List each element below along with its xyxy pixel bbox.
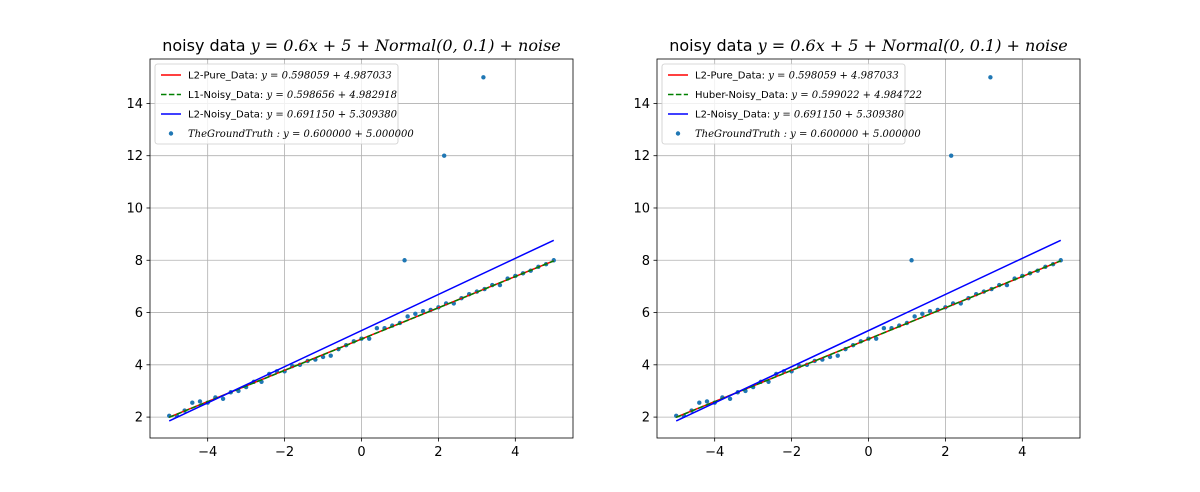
fit-line-2 [675, 260, 1062, 419]
data-point [413, 311, 418, 317]
data-point [420, 309, 426, 314]
y-tick-label: 10 [633, 201, 650, 216]
y-tick-label: 4 [135, 358, 143, 373]
chart-panel-1: −4 −2 0 2 4 2 4 6 8 10 12 14 noisy data y = 0.6x + 5… [126, 36, 574, 460]
data-point [988, 75, 993, 80]
data-point [920, 311, 925, 317]
legend-entry: TheGroundTruth : y = 0.600000 + 5.000000 [188, 129, 414, 140]
y-tick-label: 14 [633, 97, 650, 112]
x-tick-label: 0 [864, 445, 872, 460]
data-point [727, 396, 733, 401]
data-point [881, 326, 887, 331]
data-point [190, 400, 195, 405]
legend-box [661, 63, 906, 145]
legend-entry: L2-Noisy_Data: y = 0.691150 + 5.309380 [695, 110, 905, 121]
data-point [704, 399, 710, 404]
x-tick-label: −4 [705, 445, 724, 460]
data-point [909, 258, 914, 263]
data-point [328, 353, 333, 358]
data-point [927, 309, 933, 314]
x-tick-label: −4 [198, 445, 217, 460]
fit-line-2 [168, 260, 555, 419]
data-point [835, 353, 840, 358]
y-tick-label: 12 [126, 149, 143, 164]
x-tick-label: −2 [275, 445, 294, 460]
x-tick-label: 2 [434, 445, 442, 460]
y-tick-label: 14 [126, 97, 143, 112]
y-tick-label: 2 [642, 411, 650, 426]
legend-swatch-point [168, 131, 174, 136]
x-tick-label: 4 [1018, 445, 1026, 460]
legend: L2-Pure_Data: y = 0.598059 + 4.987033 L1-… [154, 63, 414, 145]
x-tick-label: 2 [941, 445, 949, 460]
legend-swatch-point [675, 131, 681, 136]
data-point [220, 396, 226, 401]
y-tick-label: 10 [126, 201, 143, 216]
x-tick-label: 0 [357, 445, 365, 460]
chart-panel-2: −4 −2 0 2 4 2 4 6 8 10 12 14 noisy data y = 0.6x + 5… [633, 36, 1081, 460]
fit-line-3 [168, 239, 555, 422]
y-tick-label: 12 [633, 149, 650, 164]
legend-entry: L2-Pure_Data: y = 0.598059 + 4.987033 [188, 71, 392, 82]
data-point [405, 314, 410, 319]
y-tick-label: 6 [135, 306, 143, 321]
y-tick-label: 8 [642, 254, 650, 269]
y-tick-label: 8 [135, 254, 143, 269]
data-point [948, 153, 954, 158]
legend-entry: L2-Pure_Data: y = 0.598059 + 4.987033 [695, 71, 899, 82]
data-point [481, 75, 486, 80]
line-series [168, 239, 555, 422]
data-point [697, 400, 702, 405]
y-tick-label: 2 [135, 411, 143, 426]
y-tick-label: 6 [642, 306, 650, 321]
x-tick-label: 4 [511, 445, 519, 460]
fit-line-3 [675, 239, 1062, 422]
data-point [912, 314, 917, 319]
x-tick-label: −2 [782, 445, 801, 460]
data-point [441, 153, 447, 158]
data-point [402, 258, 407, 263]
data-point [366, 336, 372, 341]
chart-title: noisy data y = 0.6x + 5 + Normal(0, 0.1)… [162, 36, 561, 55]
data-point [873, 336, 879, 341]
data-point [197, 399, 203, 404]
chart-title: noisy data y = 0.6x + 5 + Normal(0, 0.1)… [669, 36, 1068, 55]
y-tick-label: 4 [642, 358, 650, 373]
legend-entry: TheGroundTruth : y = 0.600000 + 5.000000 [695, 129, 921, 140]
data-point [374, 326, 380, 331]
legend: L2-Pure_Data: y = 0.598059 + 4.987033 Hub… [661, 63, 922, 145]
legend-box [154, 63, 399, 145]
legend-entry: L2-Noisy_Data: y = 0.691150 + 5.309380 [188, 110, 398, 121]
line-series [675, 239, 1062, 422]
legend-entry: L1-Noisy_Data: y = 0.598656 + 4.982918 [188, 90, 397, 101]
legend-entry: Huber-Noisy_Data: y = 0.599022 + 4.98472… [695, 90, 922, 101]
